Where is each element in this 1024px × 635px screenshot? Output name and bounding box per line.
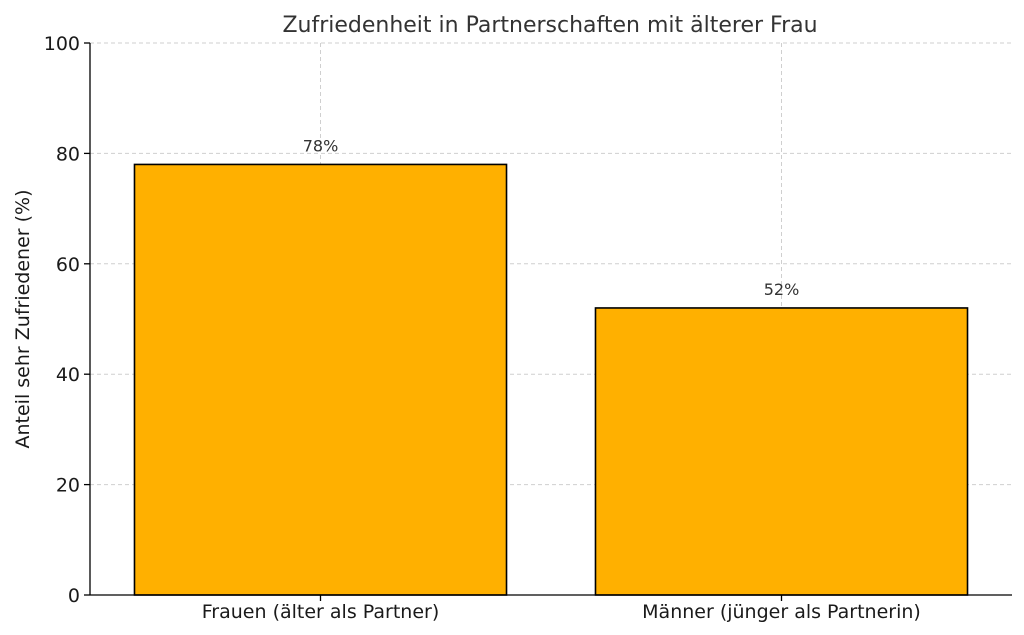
y-tick-label: 60 — [56, 254, 80, 276]
bar-value-label: 78% — [303, 136, 339, 155]
bar — [594, 307, 969, 596]
bar-value-label: 52% — [764, 280, 800, 299]
y-tick-label: 40 — [56, 364, 80, 386]
y-tick-label: 20 — [56, 475, 80, 497]
y-tick-label: 80 — [56, 143, 80, 165]
y-tick-label: 0 — [68, 585, 80, 607]
bars — [133, 163, 969, 596]
chart-title: Zufriedenheit in Partnerschaften mit ält… — [282, 13, 817, 38]
y-tick-label: 100 — [44, 33, 80, 55]
x-category-label: Männer (jünger als Partnerin) — [642, 601, 921, 623]
y-axis-label: Anteil sehr Zufriedener (%) — [12, 190, 34, 449]
tick-labels: 0 20 40 60 80 100 Frauen (älter als Partner) Mä… — [44, 33, 921, 623]
bar — [133, 163, 508, 596]
value-labels: 78% 52% — [303, 136, 800, 299]
x-category-label: Frauen (älter als Partner) — [202, 601, 439, 623]
axes — [89, 43, 1012, 596]
